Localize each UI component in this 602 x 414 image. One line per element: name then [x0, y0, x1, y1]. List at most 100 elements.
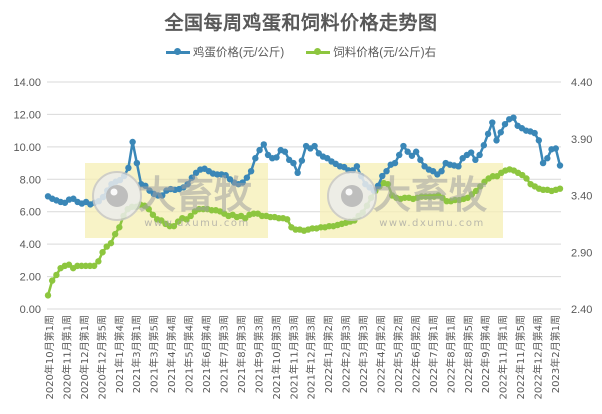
left-axis-tick-label: 14.00 [13, 77, 41, 89]
data-point-marker[interactable] [281, 148, 289, 155]
data-point-marker[interactable] [48, 277, 56, 284]
data-point-marker[interactable] [539, 159, 547, 167]
left-axis-tick-label: 6.00 [20, 207, 41, 219]
data-point-marker[interactable] [95, 258, 102, 265]
data-point-marker[interactable] [510, 114, 517, 121]
legend-item-egg-price[interactable]: 鸡蛋价格(元/公斤) [165, 44, 285, 60]
data-point-marker[interactable] [294, 169, 301, 176]
data-point-marker[interactable] [290, 159, 297, 167]
data-point-marker[interactable] [544, 155, 551, 162]
legend-line-marker-icon [165, 48, 190, 55]
data-point-marker[interactable] [417, 156, 424, 164]
data-point-marker[interactable] [472, 187, 480, 195]
data-point-marker[interactable] [243, 174, 251, 181]
watermark-brand: 大畜牧 [373, 173, 488, 217]
data-point-marker[interactable] [556, 162, 564, 169]
data-point-marker[interactable] [252, 155, 259, 162]
data-point-marker[interactable] [476, 151, 483, 159]
data-point-marker[interactable] [493, 137, 500, 144]
data-point-marker[interactable] [99, 249, 106, 256]
x-axis-tick-label: 2022年11月第5周 [514, 315, 527, 400]
left-axis-tick-label: 4.00 [20, 239, 41, 251]
chart-title: 全国每周鸡蛋和饲料价格走势图 [164, 13, 438, 34]
data-point-marker[interactable] [472, 156, 479, 164]
data-point-marker[interactable] [408, 152, 416, 159]
x-axis: 2020年10月第1周 2020年11月第1周 2020年12月第1周 2020年12… [43, 315, 562, 400]
data-point-marker[interactable] [298, 157, 306, 164]
data-point-marker[interactable] [260, 141, 268, 148]
x-axis-tick-label: 2021年7月第3周 [217, 315, 230, 393]
legend-label: 饲料价格(元/公斤)右 [333, 47, 437, 59]
data-point-marker[interactable] [145, 205, 152, 213]
x-axis-tick-label: 2022年6月第2周 [409, 315, 422, 393]
left-axis-tick-label: 12.00 [13, 109, 41, 121]
data-point-marker[interactable] [374, 182, 382, 189]
right-axis-tick-label: 3.40 [571, 191, 592, 203]
data-point-marker[interactable] [353, 163, 361, 170]
data-point-marker[interactable] [412, 148, 420, 155]
data-point-marker[interactable] [552, 145, 559, 152]
watermark-url: www.dxumu.com [144, 218, 250, 229]
data-point-marker[interactable] [111, 230, 119, 238]
data-point-marker[interactable] [556, 185, 564, 192]
data-point-marker[interactable] [170, 222, 178, 230]
data-point-marker[interactable] [384, 180, 392, 188]
data-point-marker[interactable] [523, 175, 530, 182]
left-y-axis: 0.00 2.00 4.00 6.00 8.00 10.00 12.00 14.00 [13, 77, 41, 316]
data-point-marker[interactable] [247, 167, 255, 175]
data-point-marker[interactable] [311, 142, 318, 150]
data-point-marker[interactable] [44, 292, 52, 299]
data-point-marker[interactable] [222, 172, 229, 179]
data-point-marker[interactable] [455, 163, 462, 170]
data-point-marker[interactable] [159, 192, 166, 199]
data-point-marker[interactable] [256, 146, 263, 154]
data-point-marker[interactable] [184, 180, 191, 188]
x-axis-tick-label: 2022年3月第3周 [357, 315, 370, 393]
data-point-marker[interactable] [187, 212, 194, 220]
data-point-marker[interactable] [391, 159, 399, 167]
data-point-marker[interactable] [531, 129, 538, 137]
data-point-marker[interactable] [149, 211, 157, 218]
data-point-marker[interactable] [489, 119, 496, 126]
x-axis-tick-label: 2020年11月第1周 [60, 315, 73, 400]
data-point-marker[interactable] [379, 172, 386, 180]
data-point-marker[interactable] [477, 183, 484, 190]
data-point-marker[interactable] [396, 151, 403, 159]
x-axis-tick-label: 2021年3月第1周 [130, 315, 143, 393]
watermark-brand: 大畜牧 [138, 173, 253, 217]
data-point-marker[interactable] [501, 120, 509, 128]
watermark-url: www.dxumu.com [379, 218, 485, 229]
x-axis-tick-label: 2021年6月第4周 [200, 315, 213, 393]
data-point-marker[interactable] [383, 167, 390, 175]
data-point-marker[interactable] [480, 142, 488, 149]
data-point-marker[interactable] [273, 154, 280, 161]
data-point-marker[interactable] [116, 224, 123, 231]
data-point-marker[interactable] [125, 164, 132, 172]
data-point-marker[interactable] [467, 149, 475, 156]
x-axis-tick-label: 2022年9月第4周 [479, 315, 492, 393]
chart-legend: 鸡蛋价格(元/公斤) 饲料价格(元/公斤)右 [0, 44, 602, 60]
data-point-marker[interactable] [484, 130, 492, 138]
x-axis-tick-label: 2021年3月第5周 [148, 315, 161, 393]
data-point-marker[interactable] [239, 179, 246, 186]
x-axis-tick-label: 2022年7月第1周 [427, 315, 440, 393]
data-point-marker[interactable] [535, 137, 543, 144]
data-point-marker[interactable] [142, 182, 149, 189]
data-point-marker[interactable] [133, 159, 141, 167]
data-point-marker[interactable] [53, 271, 60, 279]
left-axis-tick-label: 10.00 [13, 142, 41, 154]
data-point-marker[interactable] [90, 262, 98, 270]
legend-item-feed-price[interactable]: 饲料价格(元/公斤)右 [306, 44, 436, 60]
data-point-marker[interactable] [284, 216, 291, 223]
data-point-marker[interactable] [188, 174, 196, 181]
data-point-marker[interactable] [107, 239, 115, 247]
right-axis-tick-label: 4.40 [571, 77, 592, 89]
x-axis-tick-label: 2021年11月第3周 [287, 315, 300, 400]
data-point-marker[interactable] [400, 142, 407, 150]
legend-label: 鸡蛋价格(元/公斤) [192, 47, 285, 59]
data-point-marker[interactable] [438, 167, 445, 175]
data-point-marker[interactable] [404, 148, 411, 155]
data-point-marker[interactable] [497, 129, 504, 136]
data-point-marker[interactable] [129, 138, 136, 146]
